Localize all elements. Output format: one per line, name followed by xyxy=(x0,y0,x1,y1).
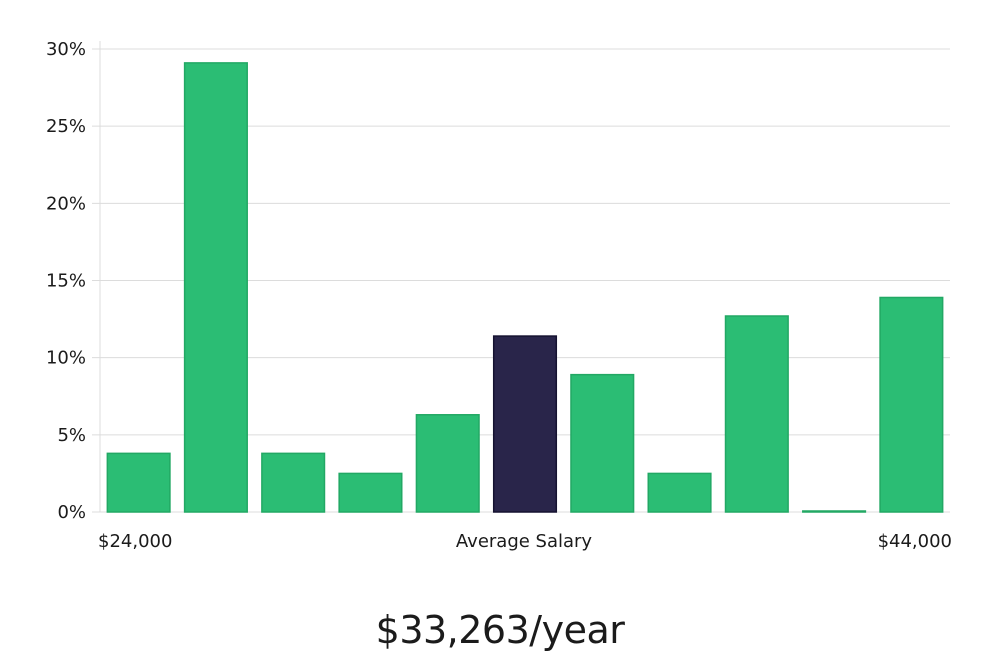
average-salary-value: $33,263/year xyxy=(375,608,625,652)
y-tick-label: 0% xyxy=(57,502,86,523)
y-tick-label: 25% xyxy=(46,116,86,137)
bar xyxy=(415,414,480,513)
y-tick-label: 30% xyxy=(46,39,86,60)
y-axis-ticks: 0% 5% 10% 15% 20% 25% 30% xyxy=(46,39,86,523)
bar xyxy=(802,510,867,513)
salary-histogram: 0% 5% 10% 15% 20% 25% 30% $24,000 Average Sala… xyxy=(46,39,952,552)
bar xyxy=(338,472,403,513)
bars xyxy=(106,62,944,513)
x-max-label: $44,000 xyxy=(878,531,952,552)
bar xyxy=(261,452,326,513)
y-tick-label: 15% xyxy=(46,271,86,292)
bar xyxy=(724,315,789,513)
bar xyxy=(879,296,944,513)
y-tick-label: 5% xyxy=(57,425,86,446)
bar xyxy=(183,62,248,513)
x-center-label: Average Salary xyxy=(456,531,593,552)
bar xyxy=(570,373,635,513)
y-tick-label: 20% xyxy=(46,193,86,214)
bar xyxy=(106,452,171,513)
y-tick-label: 10% xyxy=(46,348,86,369)
bar-average-salary xyxy=(492,335,558,513)
bar xyxy=(647,472,712,513)
x-min-label: $24,000 xyxy=(98,531,172,552)
